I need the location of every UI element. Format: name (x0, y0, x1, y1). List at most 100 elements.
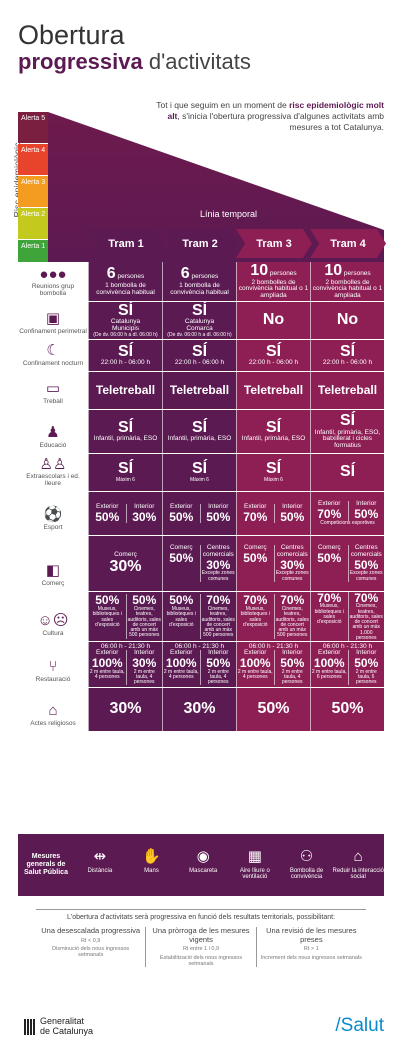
table-cell: Comerç 50% Centres comercials 30% Excepte zo… (162, 536, 236, 591)
cell-text: Catalunya (110, 318, 141, 326)
cell-split: Comerç 50% Centres comercials 30% Excepte zo… (163, 544, 236, 582)
row-label-text: Reunions grup bombolla (31, 283, 75, 298)
split-label: Exterior (244, 649, 267, 657)
split-label: Interior (208, 649, 229, 657)
row-label: ▣ Confinament perimetral (18, 302, 88, 339)
tram-header: Tram 1 (88, 229, 164, 258)
row-label-text: Cultura (42, 630, 64, 638)
split-label: Interior (356, 500, 377, 508)
split-value: 100% (91, 656, 123, 671)
split-value: 100% (313, 656, 345, 671)
cell-text: 22:00 h - 06:00 h (322, 359, 373, 367)
timeline-label: Línia temporal (200, 209, 258, 219)
measure-label: Bombolla de convivència (289, 867, 324, 881)
cell-hours: 06:00 h - 21:30 h (100, 642, 151, 650)
cell-split: Exterior 100% 2 m entre taula, 6 persones I… (311, 649, 384, 686)
cell-split: 50% Museus, biblioteques i sales d'exposi… (163, 594, 236, 639)
split-value: 50% (132, 593, 157, 608)
cell-unit: persones (342, 269, 371, 277)
split-left: 70% Museus, biblioteques i sales d'exposi… (312, 592, 347, 641)
table-cell: 70% Museus, biblioteques i sales d'exposi… (310, 592, 384, 642)
cell-subtext: Comarca (186, 325, 213, 333)
cell-value: SÍ (191, 460, 208, 478)
hands-icon: ✋ (142, 848, 161, 866)
cell-note: (De dv. 06:00 h a dl. 06:00 h) (93, 332, 158, 339)
cell-value: SÍ (191, 342, 208, 360)
cell-split: Exterior 100% 2 m entre taula, 4 persones I… (237, 649, 310, 686)
table-cell: SÍ Infantil, primària, ESO (88, 410, 162, 453)
split-label: Centres comercials (202, 544, 234, 558)
split-value: 30% (132, 509, 157, 524)
table-cell: 6 persones 1 bombolla de convivència habi… (88, 262, 162, 301)
cell-value: SÍ (265, 342, 282, 360)
split-note: Cinemes, teatres, auditoris, sales de co… (127, 606, 161, 639)
general-measures: Mesures generals de Salut Pública ⇹ Distà… (18, 834, 384, 896)
row-label-text: Treball (43, 398, 63, 406)
table-cell: 70% Museus, biblioteques i sales d'exposi… (236, 592, 310, 641)
split-label: Comerç (243, 544, 267, 552)
split-value: 50% (95, 593, 120, 608)
table-row: ●●● Reunions grup bombolla 6 persones 1 bom… (18, 262, 384, 302)
cell-subtext: Municipis (111, 325, 140, 333)
cell-text: 1 bombolla de convivència habitual (96, 282, 155, 296)
cell-value: 50% (331, 700, 364, 718)
split-right: Centres comercials 30% Excepte zones comun… (200, 544, 235, 582)
footer-col: Una pròrroga de les mesures vigents Rt en… (145, 926, 255, 968)
row-label-text: Confinament perimetral (19, 328, 87, 336)
split-note: 2 m entre taula, 4 persones (163, 668, 199, 680)
split-label: Interior (282, 649, 303, 657)
cell-text: 2 bombolles de convivència habitual o 1 … (312, 278, 383, 300)
split-note: Cinemes, teatres, auditoris, sales de co… (275, 606, 309, 639)
cell-value: SÍ (339, 342, 356, 360)
cell-value: Teletreball (243, 383, 304, 398)
split-right: Interior 50% (200, 503, 235, 524)
cell-value: 30% (109, 700, 142, 718)
table-cell: 06:00 h - 21:30 h Exterior 100% 2 m entre t… (310, 642, 384, 687)
split-value: 70% (243, 593, 268, 608)
measure-item: ✋ Mans (126, 849, 178, 881)
cell-text: Infantil, primària, ESO (241, 435, 306, 443)
table-cell: SÍ 22:00 h - 06:00 h (310, 340, 384, 371)
table-cell: Comerç 30% (88, 536, 162, 591)
cell-value: SÍ (191, 301, 208, 319)
cell-value: 10 persones (324, 261, 371, 279)
table-cell: 06:00 h - 21:30 h Exterior 100% 2 m entre t… (236, 642, 310, 687)
cell-note: Màxim 6 (116, 477, 135, 484)
cell-value: 50% (257, 700, 290, 718)
cell-text: 22:00 h - 06:00 h (100, 359, 151, 367)
bubble-icon: ⚇ (299, 848, 314, 866)
footer-col-sub: Estabilització dels nous ingressos setma… (159, 954, 243, 967)
split-note: Museus, biblioteques i sales d'exposició (92, 606, 122, 628)
tram-header: Tram 2 (162, 229, 238, 258)
footer-col-rt: Rt entre 1 i 0,9 (182, 946, 220, 953)
split-right: 70% Cinemes, teatres, auditoris, sales de… (200, 594, 235, 639)
cell-hours: 06:00 h - 21:30 h (174, 642, 225, 650)
table-cell: 06:00 h - 21:30 h Exterior 100% 2 m entre t… (88, 642, 162, 687)
cell-text: 22:00 h - 06:00 h (248, 359, 299, 367)
split-left: Exterior 70% (312, 500, 347, 520)
split-right: 70% Cinemes, teatres, auditoris, sales de… (274, 594, 309, 639)
split-label: Exterior (96, 502, 119, 510)
split-label: Comerç (169, 544, 193, 552)
alert-scale: Alerta 5 Alerta 4 Alerta 3 Alerta 2 Alerta 1 (18, 112, 48, 271)
split-value: 50% (95, 509, 120, 524)
split-value: 50% (354, 506, 379, 521)
split-note: Cinemes, teatres, auditoris, sales de co… (349, 603, 383, 641)
split-label: Interior (356, 649, 377, 657)
cell-text: Infantil, primària, ESO, batxillerat i c… (314, 428, 381, 450)
cell-value: SÍ (265, 418, 282, 436)
row-label-text: Extraescolars i ed. lleure (26, 473, 80, 488)
mask-icon: ◉ (196, 848, 210, 866)
football-icon: ⚽ (43, 506, 63, 524)
split-left: Comerç 50% (164, 544, 199, 582)
table-cell: Comerç 50% Centres comercials 50% Excepte zo… (310, 536, 384, 591)
cell-value: 6 persones (180, 265, 219, 283)
table-cell: Exterior 70% Interior 50% Competicions espor… (310, 492, 384, 535)
split-label: Exterior (318, 500, 341, 508)
cell-value: SÍ (191, 418, 208, 436)
cutlery-icon: ⑂ (48, 658, 58, 676)
split-note: 2 m entre taula, 4 persones (89, 668, 125, 680)
cell-value: No (336, 311, 359, 329)
cell-split: Exterior 50% Interior 50% (163, 503, 236, 524)
split-value: 70% (243, 509, 268, 524)
